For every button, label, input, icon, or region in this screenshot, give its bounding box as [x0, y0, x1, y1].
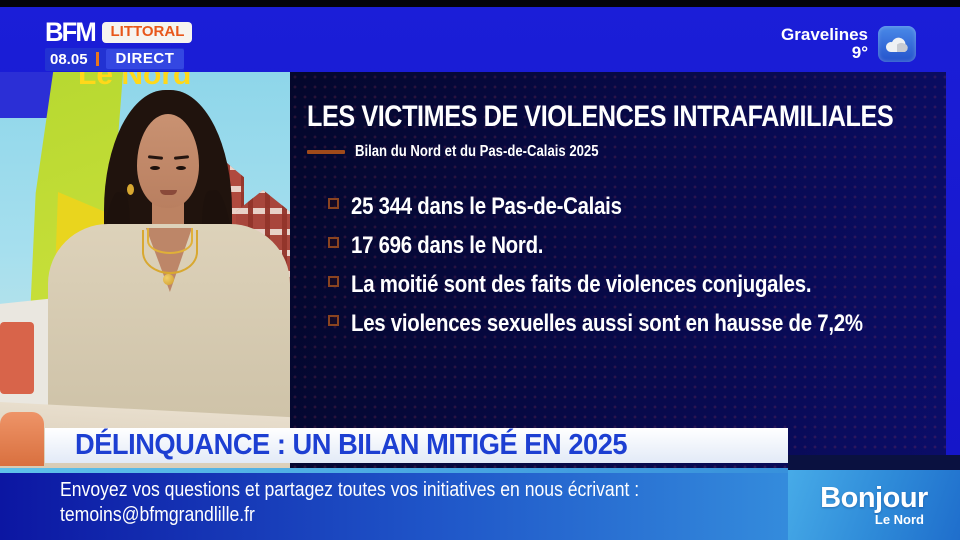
presenter-eye — [176, 166, 186, 170]
channel-brand: BFM — [45, 17, 97, 47]
subtitle-accent-dash — [307, 150, 345, 154]
presenter-earring — [127, 184, 134, 195]
list-item: Les violences sexuelles aussi sont en ha… — [328, 311, 953, 337]
bullet-text: 25 344 dans le Pas-de-Calais — [351, 193, 622, 220]
ticker-line-2: temoins@bfmgrandlille.fr — [60, 504, 255, 526]
infographic-bullet-list: 25 344 dans le Pas-de-Calais 17 696 dans… — [328, 194, 953, 350]
studio-screen-red-graphic — [0, 322, 34, 394]
live-badge: DIRECT — [105, 49, 185, 69]
weather-widget: Gravelines 9° — [781, 26, 916, 62]
ticker-line-1: Envoyez vos questions et partagez toutes… — [60, 479, 640, 501]
headline-banner: DÉLINQUANCE : UN BILAN MITIGÉ EN 2025 — [45, 428, 788, 463]
program-logo-top-strip — [788, 455, 960, 470]
program-name: Bonjour — [820, 481, 928, 514]
bullet-square-icon — [328, 315, 339, 326]
time-row: 08.05 DIRECT — [45, 48, 185, 71]
bullet-text: 17 696 dans le Nord. — [351, 232, 544, 259]
list-item: La moitié sont des faits de violences co… — [328, 272, 953, 298]
infographic-subtitle-row: Bilan du Nord et du Pas-de-Calais 2025 — [307, 143, 652, 161]
channel-region-badge: LITTORAL — [102, 21, 193, 43]
bullet-square-icon — [328, 198, 339, 209]
weather-city: Gravelines — [781, 25, 868, 44]
presenter-necklace — [142, 230, 198, 274]
presenter-mouth — [160, 190, 177, 195]
bullet-square-icon — [328, 237, 339, 248]
infographic-panel: LES VICTIMES DE VIOLENCES INTRAFAMILIALE… — [290, 72, 946, 468]
list-item: 17 696 dans le Nord. — [328, 233, 953, 259]
time-separator — [95, 52, 99, 66]
presenter-eye — [150, 166, 160, 170]
bullet-text: Les violences sexuelles aussi sont en ha… — [351, 310, 863, 337]
bullet-text: La moitié sont des faits de violences co… — [351, 271, 812, 298]
studio-screen-caption: Le Nord — [78, 72, 192, 91]
channel-logo-block: BFM LITTORAL 08.05 DIRECT — [45, 17, 193, 71]
weather-text: Gravelines 9° — [781, 26, 868, 62]
program-logo: Bonjour Le Nord — [788, 470, 960, 540]
infographic-title: LES VICTIMES DE VIOLENCES INTRAFAMILIALE… — [307, 100, 894, 133]
list-item: 25 344 dans le Pas-de-Calais — [328, 194, 953, 220]
clock-time: 08.05 — [50, 50, 88, 68]
cloud-icon — [878, 26, 916, 62]
headline-text: DÉLINQUANCE : UN BILAN MITIGÉ EN 2025 — [75, 429, 628, 461]
infographic-subtitle: Bilan du Nord et du Pas-de-Calais 2025 — [355, 143, 599, 160]
presenter-pendant — [163, 274, 174, 285]
program-logo-block: Bonjour Le Nord — [788, 455, 960, 540]
desk-orange-object — [0, 412, 44, 466]
top-letterbox-bar — [0, 0, 960, 7]
bullet-square-icon — [328, 276, 339, 287]
studio-video-feed: Le Nord — [0, 72, 290, 468]
program-edition: Le Nord — [874, 511, 924, 527]
weather-temperature: 9° — [851, 43, 868, 62]
brand-row: BFM LITTORAL — [45, 17, 193, 47]
